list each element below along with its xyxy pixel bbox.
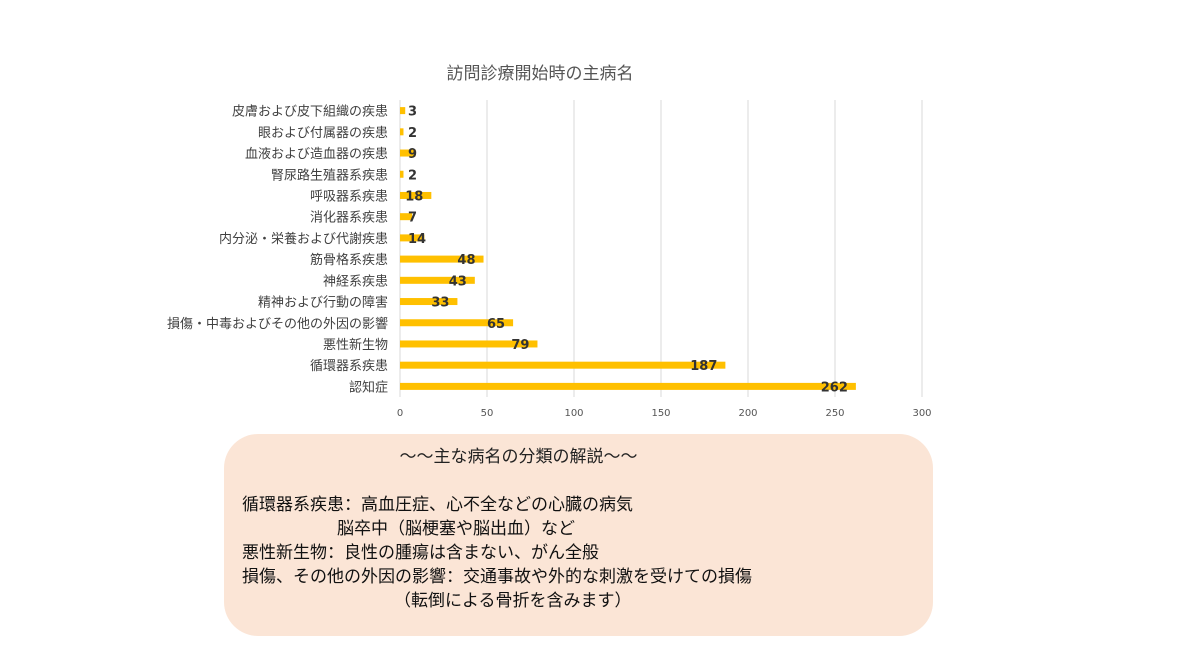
category-label: 認知症 — [349, 379, 388, 395]
gridlines — [399, 100, 923, 397]
explanation-title: ～～主な病名の分類の解説～～ — [399, 447, 638, 467]
bar — [400, 191, 432, 199]
category-label: 精神および行動の障害 — [258, 295, 388, 311]
data-label: 187 — [690, 359, 717, 374]
x-tick-label: 100 — [564, 408, 583, 419]
bar — [400, 382, 856, 390]
data-label: 3 — [408, 105, 417, 120]
data-label: 9 — [408, 147, 417, 162]
category-label: 循環器系疾患 — [310, 359, 388, 374]
bar — [400, 128, 404, 136]
category-label: 神経系疾患 — [323, 274, 388, 289]
category-labels: 皮膚および皮下組織の疾患眼および付属器の疾患血液および造血器の疾患腎尿路生殖器系… — [167, 104, 388, 396]
data-label: 33 — [431, 296, 449, 311]
bar — [400, 340, 538, 348]
bar — [400, 107, 406, 115]
bar — [400, 149, 416, 157]
x-axis-ticks: 0 50 100 150 200 250 300 — [397, 408, 932, 419]
category-label: 血液および造血器の疾患 — [245, 147, 388, 162]
data-label: 18 — [405, 189, 423, 204]
category-label: 眼および付属器の疾患 — [258, 126, 388, 141]
category-label: 内分泌・栄養および代謝疾患 — [219, 231, 388, 247]
data-label: 65 — [487, 317, 505, 332]
bar — [400, 234, 425, 242]
bar — [400, 298, 458, 306]
data-label: 43 — [449, 274, 467, 289]
data-label: 7 — [408, 211, 417, 226]
bar — [400, 255, 484, 263]
data-label: 79 — [511, 338, 529, 353]
bar — [400, 276, 475, 284]
x-tick-label: 0 — [397, 408, 403, 419]
bar — [400, 319, 514, 327]
bars — [400, 107, 856, 390]
explanation-line: 損傷、その他の外因の影響：交通事故や外的な刺激を受けての損傷 — [242, 567, 752, 587]
category-label: 悪性新生物 — [323, 337, 388, 353]
explanation-line: 悪性新生物：良性の腫瘍は含まない、がん全般 — [242, 543, 599, 563]
explanation-line: 脳卒中（脳梗塞や脳出血）など — [337, 519, 575, 539]
explanation-box: ～～主な病名の分類の解説～～ 循環器系疾患：高血圧症、心不全などの心臓の病気 脳… — [224, 434, 933, 636]
bar — [400, 361, 726, 369]
x-tick-label: 300 — [912, 408, 931, 419]
category-label: 筋骨格系疾患 — [310, 252, 388, 268]
data-label: 262 — [821, 380, 848, 395]
category-label: 消化器系疾患 — [310, 211, 388, 226]
chart-title: 訪問診療開始時の主病名 — [447, 64, 634, 84]
category-label: 腎尿路生殖器系疾患 — [271, 167, 388, 183]
explanation-line: 循環器系疾患：高血圧症、心不全などの心臓の病気 — [242, 495, 633, 515]
explanation-line: （転倒による骨折を含みます） — [394, 591, 632, 611]
category-label: 皮膚および皮下組織の疾患 — [232, 104, 388, 120]
category-label: 呼吸器系疾患 — [310, 189, 388, 204]
data-label: 48 — [457, 253, 475, 268]
data-label: 2 — [408, 126, 417, 141]
x-tick-label: 200 — [738, 408, 757, 419]
data-label: 14 — [408, 232, 426, 247]
x-tick-label: 50 — [481, 408, 494, 419]
data-label: 2 — [408, 168, 417, 183]
chart: 訪問診療開始時の主病名 皮膚および皮下組織の疾患眼および付属器の疾患血液および造… — [167, 64, 932, 419]
category-label: 損傷・中毒およびその他の外因の影響 — [167, 316, 388, 332]
x-tick-label: 150 — [651, 408, 670, 419]
bar — [400, 213, 413, 221]
x-tick-label: 250 — [825, 408, 844, 419]
bar — [400, 170, 404, 178]
